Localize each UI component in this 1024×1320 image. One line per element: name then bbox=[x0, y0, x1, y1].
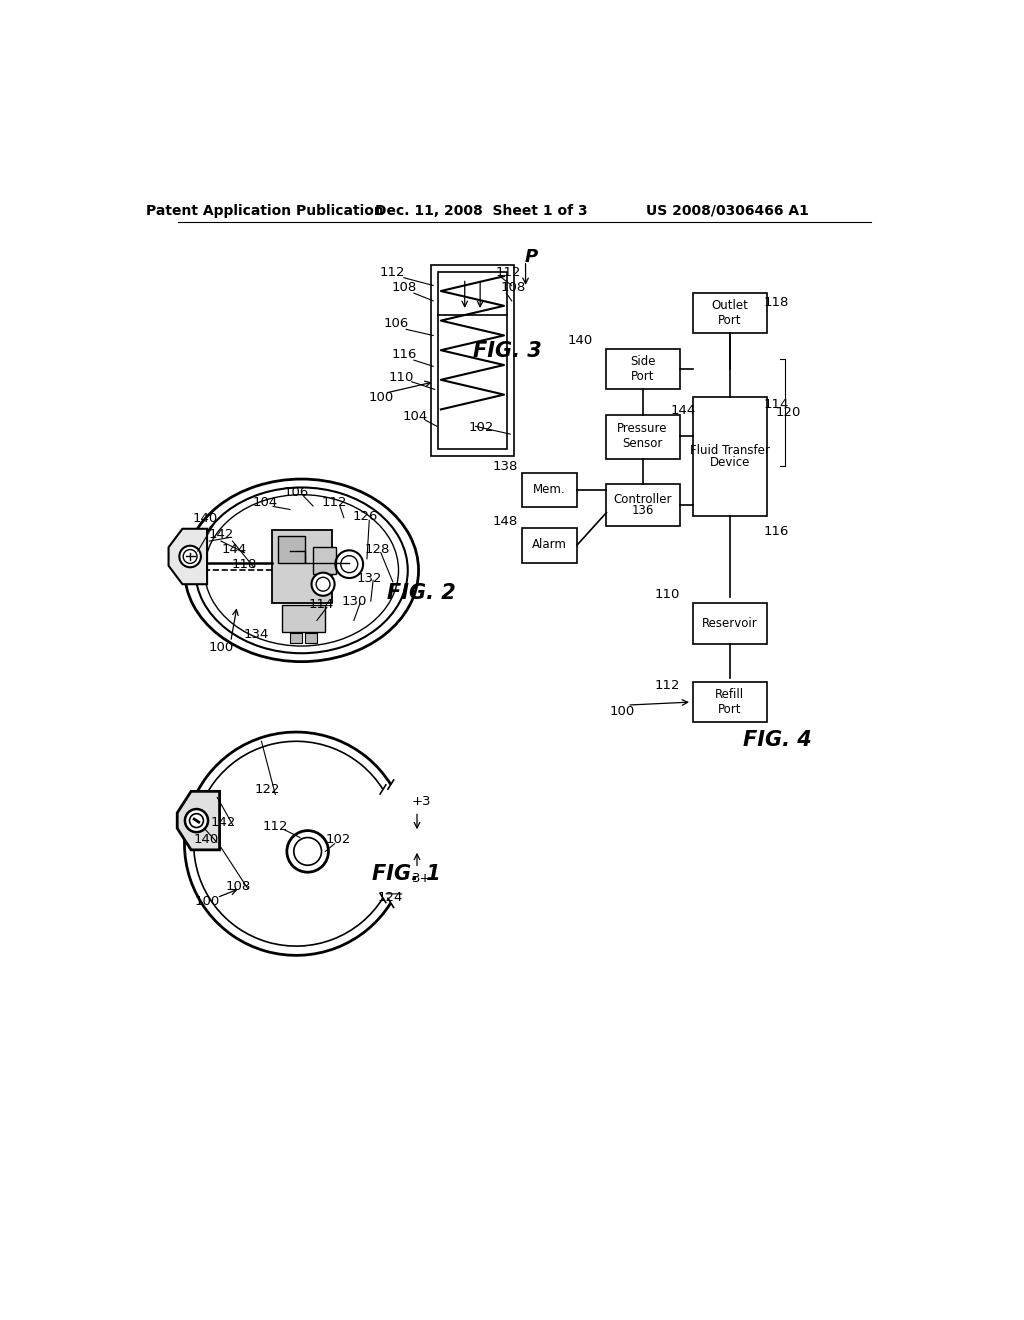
Bar bbox=[290, 634, 301, 643]
Bar bbox=[283, 605, 325, 632]
Text: 102: 102 bbox=[468, 421, 494, 434]
Bar bbox=[272, 531, 333, 603]
Text: 114: 114 bbox=[763, 399, 788, 412]
Bar bbox=[521, 473, 578, 507]
Text: 122: 122 bbox=[255, 783, 281, 796]
Text: 140: 140 bbox=[193, 512, 218, 525]
Text: 136: 136 bbox=[632, 504, 653, 517]
Text: 112: 112 bbox=[262, 820, 288, 833]
Text: 100: 100 bbox=[195, 895, 220, 908]
Text: 130: 130 bbox=[341, 594, 367, 607]
Text: 144: 144 bbox=[222, 543, 247, 556]
Text: 3+: 3+ bbox=[412, 871, 431, 884]
Bar bbox=[693, 603, 767, 644]
Bar bbox=[606, 484, 680, 527]
Text: Outlet
Port: Outlet Port bbox=[712, 300, 749, 327]
Bar bbox=[693, 397, 767, 516]
Text: 118: 118 bbox=[763, 296, 788, 309]
Text: Side
Port: Side Port bbox=[630, 355, 655, 383]
Text: 104: 104 bbox=[402, 409, 428, 422]
Text: 138: 138 bbox=[493, 459, 518, 473]
Text: Reservoir: Reservoir bbox=[701, 616, 758, 630]
Text: 116: 116 bbox=[391, 348, 417, 362]
Text: 112: 112 bbox=[322, 496, 347, 510]
Text: 108: 108 bbox=[225, 879, 251, 892]
Text: 112: 112 bbox=[380, 265, 406, 279]
Bar bbox=[438, 272, 507, 449]
Circle shape bbox=[311, 573, 335, 595]
Text: 148: 148 bbox=[493, 515, 518, 528]
Text: 128: 128 bbox=[365, 543, 390, 556]
Text: 100: 100 bbox=[369, 391, 393, 404]
Text: Alarm: Alarm bbox=[532, 539, 567, 552]
Text: 110: 110 bbox=[654, 587, 680, 601]
Text: 140: 140 bbox=[194, 833, 219, 846]
Circle shape bbox=[287, 830, 329, 873]
Bar bbox=[606, 414, 680, 459]
Text: 112: 112 bbox=[496, 265, 520, 279]
Text: 100: 100 bbox=[609, 705, 635, 718]
Text: 110: 110 bbox=[389, 371, 415, 384]
Text: 104: 104 bbox=[253, 496, 278, 510]
Text: +3: +3 bbox=[412, 795, 431, 808]
Text: 142: 142 bbox=[209, 528, 234, 541]
Text: 118: 118 bbox=[231, 557, 257, 570]
Text: 140: 140 bbox=[567, 334, 593, 347]
Polygon shape bbox=[177, 792, 219, 850]
Polygon shape bbox=[169, 529, 207, 585]
Text: 126: 126 bbox=[352, 510, 378, 523]
Text: 132: 132 bbox=[356, 572, 382, 585]
Text: P: P bbox=[524, 248, 538, 265]
Text: Mem.: Mem. bbox=[534, 483, 565, 496]
Circle shape bbox=[185, 809, 208, 832]
Text: 100: 100 bbox=[209, 640, 234, 653]
Text: Dec. 11, 2008  Sheet 1 of 3: Dec. 11, 2008 Sheet 1 of 3 bbox=[375, 203, 587, 218]
Text: Pressure
Sensor: Pressure Sensor bbox=[617, 422, 668, 450]
Text: Device: Device bbox=[710, 455, 750, 469]
Text: 106: 106 bbox=[284, 486, 308, 499]
Text: 116: 116 bbox=[763, 525, 788, 539]
Text: 142: 142 bbox=[210, 816, 236, 829]
Text: 134: 134 bbox=[244, 628, 268, 640]
Bar bbox=[431, 264, 514, 455]
Bar bbox=[606, 350, 680, 389]
Text: 124: 124 bbox=[378, 891, 402, 904]
Bar bbox=[313, 548, 336, 574]
Bar bbox=[693, 682, 767, 722]
Text: FIG. 4: FIG. 4 bbox=[743, 730, 812, 750]
Text: FIG. 3: FIG. 3 bbox=[473, 341, 543, 360]
Text: 114: 114 bbox=[309, 598, 334, 611]
Text: 106: 106 bbox=[384, 317, 409, 330]
Text: 108: 108 bbox=[391, 281, 417, 294]
Text: 102: 102 bbox=[326, 833, 351, 846]
Text: FIG. 2: FIG. 2 bbox=[387, 583, 456, 603]
Text: US 2008/0306466 A1: US 2008/0306466 A1 bbox=[646, 203, 809, 218]
Bar bbox=[305, 634, 316, 643]
Text: 144: 144 bbox=[671, 404, 696, 417]
Text: 108: 108 bbox=[501, 281, 526, 294]
Bar bbox=[693, 293, 767, 333]
Text: Controller: Controller bbox=[613, 492, 672, 506]
Text: 112: 112 bbox=[654, 680, 680, 693]
Bar bbox=[279, 536, 305, 562]
Text: FIG. 1: FIG. 1 bbox=[372, 865, 440, 884]
Text: Patent Application Publication: Patent Application Publication bbox=[146, 203, 384, 218]
Text: 120: 120 bbox=[775, 407, 801, 418]
Bar bbox=[521, 528, 578, 562]
Text: Fluid Transfer: Fluid Transfer bbox=[690, 444, 770, 457]
Text: Refill
Port: Refill Port bbox=[715, 688, 744, 715]
Circle shape bbox=[179, 545, 201, 568]
